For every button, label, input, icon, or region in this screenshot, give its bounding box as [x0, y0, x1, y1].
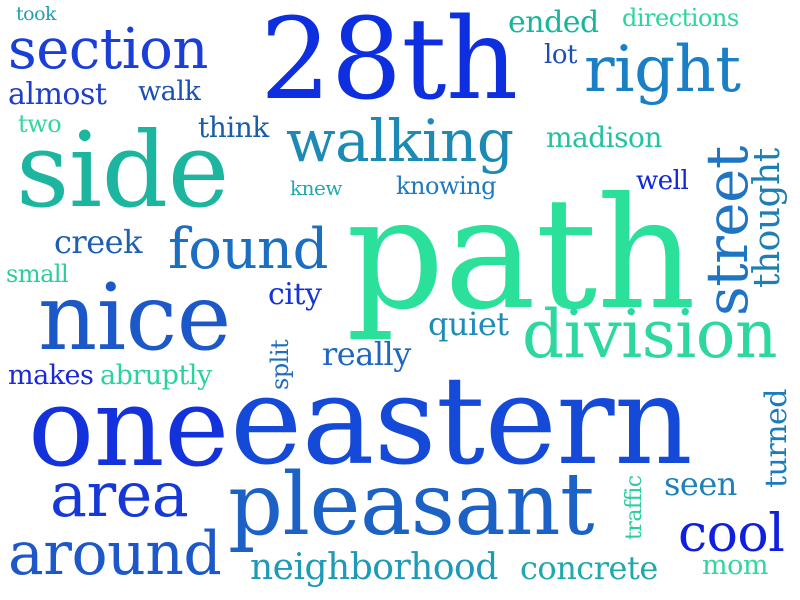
word-eastern: eastern: [230, 350, 693, 492]
word-thought: thought: [747, 148, 788, 288]
word-think: think: [198, 111, 269, 144]
word-neighborhood: neighborhood: [250, 547, 498, 588]
word-took: took: [16, 3, 57, 25]
word-knowing: knowing: [396, 172, 497, 200]
word-area: area: [50, 458, 189, 531]
word-side: side: [16, 109, 229, 231]
word-two: two: [18, 110, 62, 138]
word-section: section: [8, 17, 208, 82]
word-right: right: [584, 33, 741, 107]
word-really: really: [322, 335, 411, 373]
word-city: city: [268, 277, 322, 312]
word-abruptly: abruptly: [100, 360, 212, 391]
word-turned: turned: [759, 389, 794, 488]
word-division: division: [522, 296, 777, 373]
word-found: found: [168, 217, 328, 282]
word-cool: cool: [678, 504, 785, 564]
word-28th: 28th: [260, 0, 518, 125]
word-makes: makes: [8, 360, 94, 391]
word-walk: walk: [138, 76, 201, 107]
word-pleasant: pleasant: [228, 455, 595, 555]
word-ended: ended: [508, 5, 599, 40]
word-mom: mom: [702, 550, 768, 581]
word-knew: knew: [290, 176, 342, 200]
word-small: small: [6, 260, 69, 288]
word-walking: walking: [286, 107, 514, 175]
word-directions: directions: [622, 4, 739, 32]
word-one: one: [28, 363, 229, 491]
word-quiet: quiet: [428, 305, 509, 343]
word-concrete: concrete: [520, 549, 658, 587]
word-path: path: [346, 165, 696, 344]
word-well: well: [636, 166, 689, 196]
word-madison: madison: [546, 121, 662, 154]
word-lot: lot: [544, 40, 577, 70]
word-creek: creek: [54, 223, 142, 261]
word-traffic: traffic: [622, 475, 647, 540]
word-around: around: [8, 519, 222, 589]
word-almost: almost: [8, 77, 107, 112]
word-nice: nice: [38, 264, 231, 371]
word-seen: seen: [664, 465, 737, 503]
